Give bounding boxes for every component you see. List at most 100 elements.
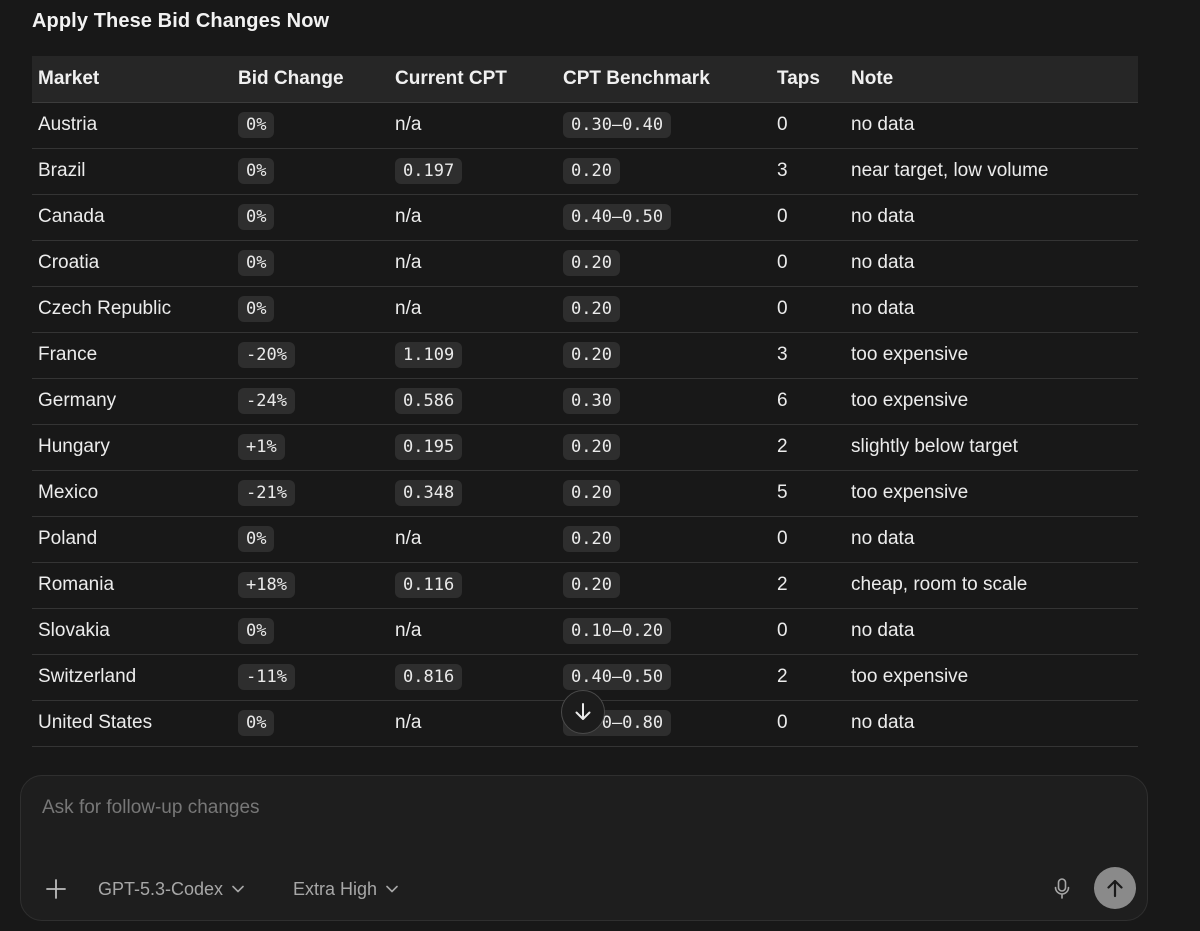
cpt-benchmark-cell-value: 0.20	[563, 480, 620, 506]
bid-change-cell-value: 0%	[238, 204, 275, 230]
current-cpt-cell-value: 0.195	[395, 434, 463, 460]
cpt-benchmark-cell-value: 0.20	[563, 434, 620, 460]
market-cell: Mexico	[32, 470, 232, 517]
bid-change-cell: 0%	[232, 240, 389, 287]
arrow-down-icon	[575, 703, 591, 720]
table-row: Czech Republic 0% n/a 0.20 0 no data	[32, 286, 1138, 333]
table-row: Austria 0% n/a 0.30–0.40 0 no data	[32, 102, 1138, 149]
effort-label: Extra High	[293, 878, 378, 899]
current-cpt-cell-value: 0.816	[395, 664, 463, 690]
cpt-benchmark-cell: 0.30–0.40	[557, 102, 771, 149]
composer: GPT-5.3-Codex Extra High	[20, 775, 1148, 921]
bid-change-cell: -21%	[232, 470, 389, 517]
taps-cell: 0	[771, 240, 845, 287]
taps-cell: 2	[771, 654, 845, 701]
model-label: GPT-5.3-Codex	[98, 878, 224, 899]
table-row: Canada 0% n/a 0.40–0.50 0 no data	[32, 194, 1138, 241]
bid-change-cell: 0%	[232, 700, 389, 747]
taps-cell: 6	[771, 378, 845, 425]
bid-change-cell: -11%	[232, 654, 389, 701]
reasoning-effort-selector[interactable]: Extra High	[293, 876, 399, 902]
current-cpt-cell-value: 0.348	[395, 480, 463, 506]
cpt-benchmark-cell: 0.20	[557, 332, 771, 379]
model-selector[interactable]: GPT-5.3-Codex	[98, 876, 245, 902]
cpt-benchmark-cell-value: 0.20	[563, 342, 620, 368]
current-cpt-cell: 0.116	[389, 562, 557, 609]
taps-cell: 0	[771, 516, 845, 563]
note-cell: near target, low volume	[845, 148, 1138, 195]
header-bid-change: Bid Change	[232, 56, 389, 103]
table-row: Poland 0% n/a 0.20 0 no data	[32, 516, 1138, 563]
header-taps: Taps	[771, 56, 845, 103]
cpt-benchmark-cell-value: 0.20	[563, 158, 620, 184]
taps-cell: 0	[771, 608, 845, 655]
table-row: Switzerland -11% 0.816 0.40–0.50 2 too expens…	[32, 654, 1138, 701]
cpt-benchmark-cell: 0.10–0.20	[557, 608, 771, 655]
bid-change-cell-value: -24%	[238, 388, 295, 414]
cpt-benchmark-cell-value: 0.30	[563, 388, 620, 414]
note-cell: no data	[845, 240, 1138, 287]
cpt-benchmark-cell-value: 0.20	[563, 572, 620, 598]
bid-change-cell-value: 0%	[238, 618, 275, 644]
current-cpt-cell-value: 0.116	[395, 572, 463, 598]
header-cpt-benchmark: CPT Benchmark	[557, 56, 771, 103]
note-cell: too expensive	[845, 470, 1138, 517]
note-cell: no data	[845, 516, 1138, 563]
microphone-icon	[1054, 878, 1070, 899]
market-cell: Switzerland	[32, 654, 232, 701]
section-heading: Apply These Bid Changes Now	[32, 10, 330, 32]
taps-cell: 2	[771, 424, 845, 471]
bid-change-cell-value: +1%	[238, 434, 285, 460]
bid-change-cell-value: 0%	[238, 296, 275, 322]
current-cpt-cell: n/a	[389, 516, 557, 563]
cpt-benchmark-cell-value: 0.40–0.50	[563, 664, 672, 690]
cpt-benchmark-cell: 0.40–0.50	[557, 654, 771, 701]
taps-cell: 3	[771, 332, 845, 379]
market-cell: Poland	[32, 516, 232, 563]
note-cell: too expensive	[845, 654, 1138, 701]
bid-change-cell-value: +18%	[238, 572, 295, 598]
note-cell: slightly below target	[845, 424, 1138, 471]
voice-input-button[interactable]	[1051, 876, 1073, 902]
bid-change-cell: +18%	[232, 562, 389, 609]
header-market: Market	[32, 56, 232, 103]
current-cpt-cell: n/a	[389, 194, 557, 241]
current-cpt-cell: 1.109	[389, 332, 557, 379]
follow-up-input[interactable]	[40, 796, 1044, 820]
note-cell: no data	[845, 608, 1138, 655]
send-button[interactable]	[1094, 867, 1136, 909]
taps-cell: 0	[771, 700, 845, 747]
table-row: Croatia 0% n/a 0.20 0 no data	[32, 240, 1138, 287]
note-cell: no data	[845, 286, 1138, 333]
note-cell: no data	[845, 102, 1138, 149]
bid-change-cell: -20%	[232, 332, 389, 379]
bid-change-cell-value: 0%	[238, 526, 275, 552]
chevron-down-icon	[386, 885, 398, 893]
cpt-benchmark-cell-value: 0.20	[563, 296, 620, 322]
cpt-benchmark-cell: 0.30	[557, 378, 771, 425]
note-cell: no data	[845, 700, 1138, 747]
note-cell: no data	[845, 194, 1138, 241]
market-cell: Romania	[32, 562, 232, 609]
table-row: France -20% 1.109 0.20 3 too expensive	[32, 332, 1138, 379]
table-row: Germany -24% 0.586 0.30 6 too expensive	[32, 378, 1138, 425]
table-row: Romania +18% 0.116 0.20 2 cheap, room to scal…	[32, 562, 1138, 609]
cpt-benchmark-cell: 0.20	[557, 240, 771, 287]
market-cell: Brazil	[32, 148, 232, 195]
current-cpt-cell: 0.586	[389, 378, 557, 425]
scroll-to-bottom-button[interactable]	[561, 690, 605, 734]
market-cell: Slovakia	[32, 608, 232, 655]
taps-cell: 0	[771, 102, 845, 149]
cpt-benchmark-cell-value: 0.20	[563, 526, 620, 552]
cpt-benchmark-cell-value: 0.10–0.20	[563, 618, 672, 644]
bid-changes-table: Market Bid Change Current CPT CPT Benchm…	[32, 56, 1138, 747]
current-cpt-cell: 0.348	[389, 470, 557, 517]
add-attachment-button[interactable]	[43, 876, 69, 902]
bid-change-cell: -24%	[232, 378, 389, 425]
cpt-benchmark-cell: 0.20	[557, 424, 771, 471]
market-cell: United States	[32, 700, 232, 747]
market-cell: Germany	[32, 378, 232, 425]
cpt-benchmark-cell: 0.20	[557, 470, 771, 517]
cpt-benchmark-cell: 0.20	[557, 148, 771, 195]
bid-change-cell-value: 0%	[238, 158, 275, 184]
